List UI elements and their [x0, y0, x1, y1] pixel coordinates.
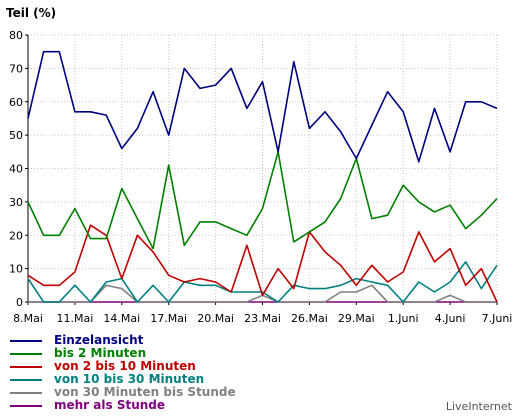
y-axis-title: Teil (%): [6, 6, 56, 20]
legend-label: bis 2 Minuten: [54, 346, 147, 360]
legend-label: mehr als Stunde: [54, 398, 166, 412]
x-tick-label: 11.Mai: [57, 312, 94, 325]
x-tick-label: 4.Juni: [435, 312, 466, 325]
x-tick-label: 1.Juni: [388, 312, 419, 325]
y-tick-label: 50: [9, 129, 23, 142]
y-tick-label: 60: [9, 96, 23, 109]
legend-label: von 2 bis 10 Minuten: [54, 359, 196, 373]
y-tick-label: 30: [9, 196, 23, 209]
legend-label: von 30 Minuten bis Stunde: [54, 385, 236, 399]
x-tick-label: 29.Mai: [338, 312, 375, 325]
x-tick-label: 7.Juni: [482, 312, 513, 325]
x-tick-label: 20.Mai: [197, 312, 234, 325]
legend-swatch: [10, 340, 42, 342]
branding-label: LiveInternet: [445, 400, 512, 413]
y-tick-label: 0: [16, 296, 23, 309]
y-tick-label: 10: [9, 263, 23, 276]
legend-swatch: [10, 379, 42, 381]
y-tick-label: 80: [9, 29, 23, 42]
legend-swatch: [10, 366, 42, 368]
series-line-3: [27, 261, 498, 303]
x-tick-label: 14.Mai: [103, 312, 140, 325]
series-line-2: [27, 224, 498, 303]
legend-label: von 10 bis 30 Minuten: [54, 372, 205, 386]
legend-swatch: [10, 392, 42, 394]
y-tick-label: 20: [9, 229, 23, 242]
x-tick-label: 17.Mai: [150, 312, 187, 325]
series-line-0: [27, 50, 498, 163]
series-line-1: [27, 151, 498, 250]
x-tick-label: 23.Mai: [244, 312, 281, 325]
legend-label: Einzelansicht: [54, 333, 144, 347]
line-chart: Teil (%) 0 10 20 30 40 50 60 70 80 8.Mai 11.Mai 14.M…: [6, 6, 513, 325]
x-tick-label: 26.Mai: [291, 312, 328, 325]
x-tick-label: 8.Mai: [13, 312, 43, 325]
legend-swatch: [10, 353, 42, 355]
y-tick-label: 70: [9, 62, 23, 75]
legend-swatch: [10, 405, 42, 407]
y-tick-label: 40: [9, 163, 23, 176]
